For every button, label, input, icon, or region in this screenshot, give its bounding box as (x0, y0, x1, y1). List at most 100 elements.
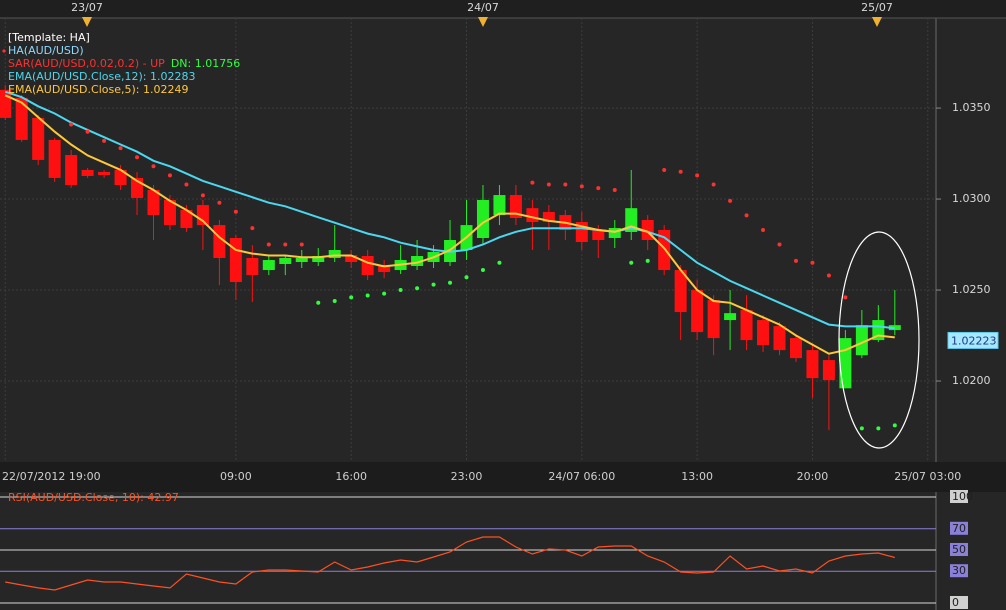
candle-body (542, 211, 555, 222)
sar-dot (777, 242, 782, 247)
sar-dot (826, 273, 831, 278)
day-marker (82, 17, 92, 27)
sar-dot (810, 260, 815, 265)
sar-dot (167, 173, 172, 178)
sar-dot (761, 227, 766, 232)
candle-body (526, 208, 539, 222)
y-tick-box (950, 564, 968, 578)
y-tick-label: 1.0350 (952, 101, 991, 114)
x-tick-label: 24/07 06:00 (548, 470, 615, 483)
sar-dot (85, 129, 90, 134)
candle-body (691, 290, 704, 333)
sar-dot (546, 182, 551, 187)
sar-dot (711, 182, 716, 187)
sar-dot (200, 193, 205, 198)
candle-body (246, 258, 259, 276)
candle-body (48, 139, 61, 178)
sar-dot (102, 138, 107, 143)
last-price-label: 1.02223 (951, 334, 997, 347)
candle-body (65, 155, 78, 186)
sar-dot (497, 260, 502, 265)
legend-entry: EMA(AUD/USD.Close,5): 1.02249 (8, 83, 188, 96)
sar-dot (448, 280, 453, 285)
sar-dot (365, 293, 370, 298)
sar-dot (431, 282, 436, 287)
panel-title: RSI(AUD/USD.Close, 10): 42.97 (8, 491, 179, 504)
candle-body (163, 199, 176, 226)
candle-body (757, 320, 770, 346)
y-tick-label: 1.0300 (952, 192, 991, 205)
legend-entry: SAR(AUD/USD,0.02,0.2) - UP DN: 1.01756 (8, 57, 240, 70)
candle-body (32, 117, 45, 160)
y-tick-box (950, 521, 968, 535)
candle-body (114, 169, 127, 186)
sar-dot (69, 122, 74, 127)
candle-body (180, 209, 193, 228)
y-tick-label: 50 (952, 543, 966, 556)
candle-body (839, 338, 852, 389)
candle-body (328, 250, 341, 259)
candle-body (345, 255, 358, 263)
candle-body (262, 260, 275, 271)
x-tick-label: 16:00 (335, 470, 367, 483)
legend-text: EMA(AUD/USD.Close,5): 1.02249 (8, 83, 188, 96)
sar-dot (398, 288, 403, 293)
legend-text: HA(AUD/USD) (8, 44, 84, 57)
sar-dot (645, 258, 650, 263)
legend-entry: [Template: HA] (8, 31, 90, 44)
day-label: 23/07 (71, 1, 103, 14)
candle-body (592, 229, 605, 240)
x-tick-label: 09:00 (220, 470, 252, 483)
rsi-line (5, 536, 895, 591)
legend-text: [Template: HA] (8, 31, 90, 44)
last-price-box (947, 331, 999, 349)
sar-dot (233, 209, 238, 214)
candle-body (147, 189, 160, 216)
sar-dot (892, 423, 897, 428)
sar-dot (316, 300, 321, 305)
plot-layers: 1.0350 1.0300 1.0250 1.0200 22/07/2012 19:00… (0, 18, 999, 609)
y-tick-label: 100 (952, 490, 973, 503)
sar-dot (596, 186, 601, 191)
y-tick-label: 70 (952, 522, 966, 535)
y-tick-box (950, 543, 968, 556)
candle-body (855, 325, 868, 356)
sar-dot (612, 187, 617, 192)
sar-dot (118, 146, 123, 151)
candle-body (81, 169, 94, 176)
sar-dot (464, 275, 469, 280)
candle-body (279, 258, 292, 265)
sar-dot (283, 242, 288, 247)
sar-dot (349, 295, 354, 300)
candle-body (822, 360, 835, 381)
sar-dot (876, 426, 881, 431)
legend-text: EMA(AUD/USD.Close,12): 1.02283 (8, 70, 195, 83)
ema-line (4, 94, 895, 355)
x-tick-label: 25/07 03:00 (894, 470, 961, 483)
y-tick-label: 1.0200 (952, 374, 991, 387)
candle-body (476, 199, 489, 238)
candle-body (724, 313, 737, 321)
sar-dot (728, 198, 733, 203)
day-marker (872, 17, 882, 27)
candle-body (15, 97, 28, 140)
candle-body (295, 258, 308, 263)
day-label: 24/07 (467, 1, 499, 14)
sar-dot (332, 298, 337, 303)
annotation-ellipse (838, 231, 920, 449)
y-tick-box (950, 490, 968, 503)
candle-body (674, 270, 687, 313)
legend-entry: HA(AUD/USD) (8, 44, 84, 57)
sar-dot (135, 155, 140, 160)
sar-dot (662, 167, 667, 172)
sar-dot (480, 268, 485, 273)
candle-body (0, 89, 12, 118)
candle-body (312, 256, 325, 263)
legend-entry: EMA(AUD/USD.Close,12): 1.02283 (8, 70, 195, 83)
candle-body (361, 256, 374, 276)
top-band (0, 0, 1006, 18)
ema-line (4, 90, 895, 330)
legend-text: SAR(AUD/USD,0.02,0.2) - UP (8, 57, 165, 70)
legend-dot (2, 49, 6, 53)
